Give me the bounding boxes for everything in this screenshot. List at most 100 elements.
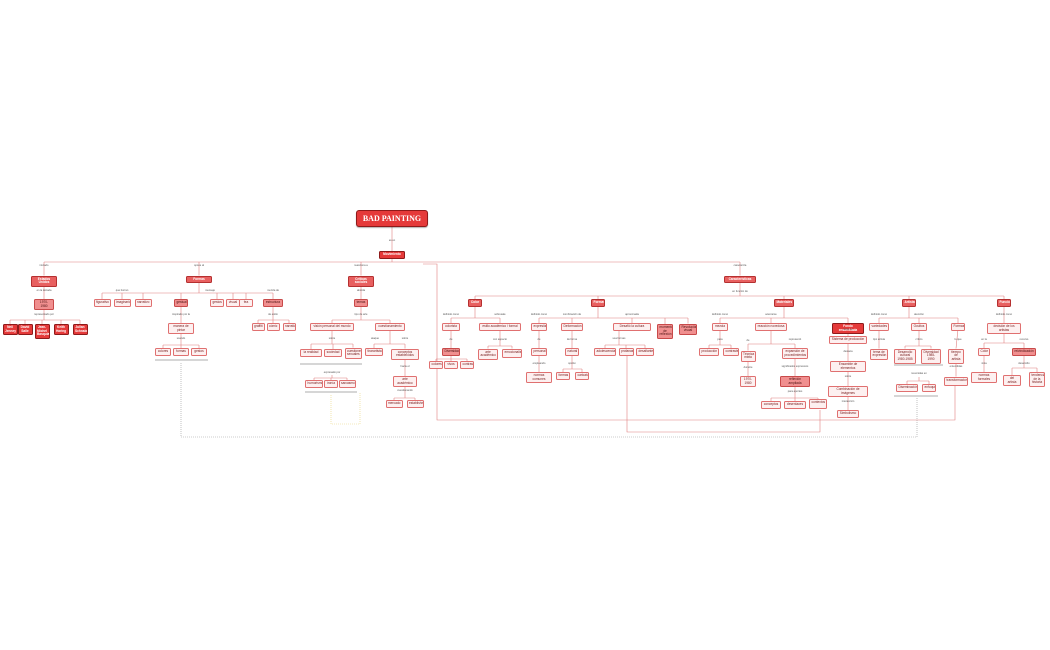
form-node[interactable]: manera de pintar — [168, 323, 194, 335]
feature-node[interactable]: colores — [429, 361, 443, 369]
feature-node[interactable]: vivos — [444, 361, 458, 369]
topic-node[interactable]: sarcasmo — [338, 380, 356, 388]
topic-node[interactable]: establishment — [406, 400, 424, 408]
artist-node[interactable]: Julian Schnabel — [72, 324, 88, 336]
feature-node[interactable]: Deformación — [561, 323, 583, 331]
feature-node[interactable]: desenlaces — [784, 401, 806, 409]
feature-node[interactable]: arte académico — [478, 348, 498, 360]
feature-node[interactable]: decisión de los artistas — [987, 323, 1021, 335]
feature-node[interactable]: Color — [468, 299, 482, 307]
form-node[interactable]: gestual — [174, 299, 188, 307]
artist-node[interactable]: Keith Haring — [53, 324, 69, 336]
feature-node[interactable]: conceptos — [761, 401, 781, 409]
feature-node[interactable]: Fondo ensamblada — [832, 323, 864, 335]
feature-node[interactable]: Formas — [591, 299, 605, 307]
feature-node[interactable]: tema de expresión — [870, 348, 888, 360]
topic-node[interactable]: temas — [354, 299, 368, 307]
branch-node[interactable]: Estados Unidos — [31, 275, 57, 287]
feature-node[interactable]: Artistas — [902, 299, 916, 307]
feature-node[interactable]: profanas — [618, 348, 634, 356]
feature-node[interactable]: colorista — [442, 323, 460, 331]
form-node[interactable]: gestos — [191, 348, 207, 356]
feature-node[interactable]: contrastes — [460, 361, 474, 369]
feature-node[interactable]: contextos — [809, 399, 827, 409]
feature-node[interactable]: reivindicación — [1012, 348, 1036, 356]
feature-node[interactable]: Color — [978, 348, 990, 356]
feature-node[interactable]: reacción novedosa — [755, 323, 787, 331]
topic-node[interactable]: mercado — [385, 400, 403, 408]
feature-node[interactable]: natural — [565, 348, 579, 356]
feature-node[interactable]: caricatura — [575, 372, 589, 380]
feature-node[interactable]: formas — [556, 372, 570, 380]
feature-node[interactable]: transformaciones — [944, 376, 968, 386]
feature-node[interactable]: momento de reflexión — [657, 324, 673, 340]
feature-node[interactable]: del artista — [1003, 375, 1021, 387]
branch-node[interactable]: Características — [724, 275, 756, 284]
branch-node[interactable]: Formas — [186, 275, 212, 284]
feature-node[interactable]: adolescencia — [594, 348, 616, 356]
topic-node[interactable]: conceptos establecidos — [391, 348, 419, 360]
feature-node[interactable]: Combinación de imágenes — [828, 386, 868, 398]
branch-node[interactable]: Críticas sociales — [348, 275, 374, 287]
artist-node[interactable]: Neil Jenney — [2, 324, 18, 336]
movement-node[interactable]: Movimiento — [379, 251, 405, 259]
artist-node[interactable]: Jean-Michel Basquiat — [34, 324, 50, 340]
artist-node[interactable]: David Salle — [17, 324, 33, 336]
form-node[interactable]: graffiti — [251, 323, 265, 331]
feature-node[interactable]: estilo académico / formal — [479, 323, 521, 331]
feature-node[interactable]: Diversidad 1985-1990 — [921, 348, 941, 364]
feature-node[interactable]: Ocultos — [911, 323, 927, 331]
decade-node[interactable]: 1970-1980 — [34, 299, 54, 311]
feature-node[interactable]: Desarrollo cultural 1980-1985 — [894, 348, 916, 364]
topic-node[interactable]: arte académico — [393, 376, 417, 388]
feature-node[interactable]: mezcla — [712, 323, 728, 331]
feature-node[interactable]: Revolución visual — [679, 323, 697, 335]
root-title[interactable]: BAD PAINTING — [356, 209, 428, 227]
topic-node[interactable]: humorismo — [305, 380, 323, 388]
form-node[interactable]: narrativo — [134, 299, 152, 307]
feature-node[interactable]: tendencias de la historia — [1029, 372, 1045, 388]
feature-node[interactable]: Técnica mixta — [740, 350, 756, 362]
topic-node[interactable]: cuestiones sexuales — [344, 347, 362, 359]
feature-node[interactable]: variedades — [869, 323, 889, 331]
form-node[interactable]: visual — [226, 299, 240, 307]
topic-node[interactable]: cuestionamiento — [375, 323, 405, 331]
feature-node[interactable]: 1970-1980 — [740, 376, 756, 388]
form-node[interactable]: narrativa — [282, 323, 296, 331]
feature-node[interactable]: Diversidad — [442, 348, 460, 356]
feature-node[interactable]: Sistema de producción — [829, 336, 867, 344]
form-node[interactable]: estructura — [263, 299, 283, 307]
link-label: cuestionando — [397, 388, 413, 392]
feature-node[interactable]: reflexión ampliada — [780, 376, 810, 388]
feature-node[interactable]: Función — [997, 299, 1011, 307]
feature-node[interactable]: tiempo de artista — [948, 348, 964, 364]
feature-node[interactable]: Simbolismo — [837, 410, 859, 418]
topic-node[interactable]: tirarartista — [365, 348, 383, 356]
feature-node[interactable]: desafiante — [636, 348, 654, 356]
feature-node[interactable]: Desafió la cultura — [613, 323, 651, 331]
feature-node[interactable]: personal — [531, 348, 547, 356]
feature-node[interactable]: Materiales — [774, 299, 794, 307]
form-node[interactable]: gestos — [210, 299, 224, 307]
feature-node[interactable]: expresión — [531, 323, 547, 331]
form-node[interactable]: cómic — [266, 323, 280, 331]
form-node[interactable]: formas — [173, 348, 189, 356]
feature-node[interactable]: Formas — [951, 323, 965, 331]
form-node[interactable]: colores — [155, 348, 171, 356]
feature-node[interactable]: Ensamble de elementos — [830, 361, 866, 373]
feature-node[interactable]: normas comunes — [526, 372, 552, 384]
feature-node[interactable]: emocionalismo — [502, 348, 522, 358]
form-node[interactable]: imaginario — [113, 299, 131, 307]
topic-node[interactable]: visión personal del mundo — [310, 323, 354, 331]
feature-node[interactable]: contraste — [723, 348, 739, 356]
form-node[interactable]: fea — [239, 299, 253, 307]
feature-node[interactable]: enfoque — [922, 384, 936, 392]
topic-node[interactable]: ironía — [324, 380, 338, 388]
form-node[interactable]: figurativo — [93, 299, 111, 307]
feature-node[interactable]: producción — [699, 348, 719, 356]
feature-node[interactable]: Diseminación — [896, 384, 918, 392]
topic-node[interactable]: sociedad — [324, 349, 342, 357]
topic-node[interactable]: la realidad — [300, 349, 322, 357]
feature-node[interactable]: normas formales — [971, 372, 997, 384]
feature-node[interactable]: expansión de procedimientos — [782, 348, 808, 360]
